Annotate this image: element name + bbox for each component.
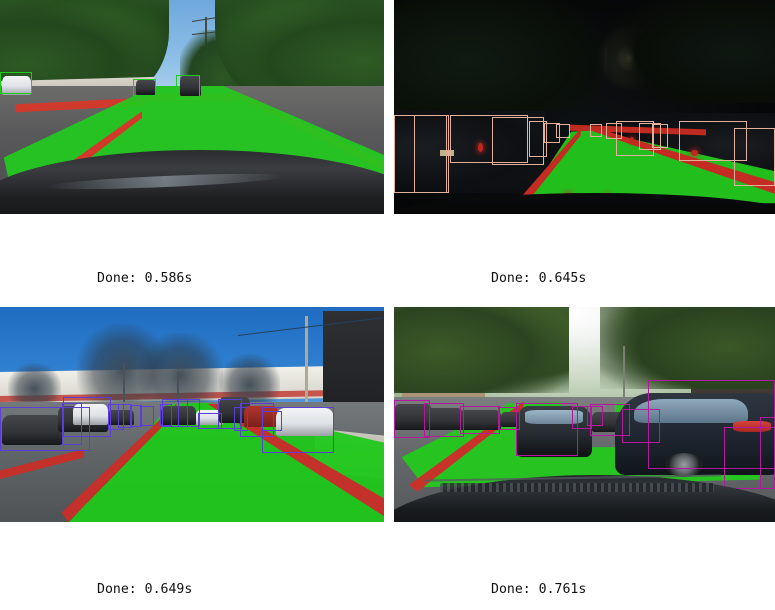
caption-row-done: Done: 0.761s bbox=[491, 580, 634, 601]
bbox-vehicle-13 bbox=[234, 407, 248, 431]
bbox-vehicle-1 bbox=[394, 400, 430, 438]
tree-canopy-right bbox=[607, 0, 775, 103]
ego-vehicle-hood bbox=[394, 192, 775, 214]
bbox-vehicle-4 bbox=[108, 404, 124, 430]
bbox-vehicle-5 bbox=[516, 403, 578, 456]
taillight-2 bbox=[630, 136, 635, 143]
bbox-vehicle-3 bbox=[460, 406, 500, 434]
bbox-vehicle-9 bbox=[622, 409, 660, 443]
bbox-vehicle-6 bbox=[130, 405, 142, 427]
caption-bottom-left: Done: 0.649s Inf: 0.4066s/frame Nms: 0.0… bbox=[97, 539, 248, 610]
bbox-vehicle-4 bbox=[498, 407, 520, 430]
caption-row-done: Done: 0.586s bbox=[97, 269, 248, 290]
bbox-vehicle-12 bbox=[724, 427, 775, 489]
vehicle-large-window bbox=[634, 399, 749, 424]
bbox-vehicle-7 bbox=[587, 406, 603, 426]
bare-tree-2 bbox=[138, 332, 223, 411]
scene-daytime-highway bbox=[0, 0, 384, 214]
done-value: 0.761s bbox=[538, 582, 587, 597]
done-value: 0.586s bbox=[144, 271, 193, 286]
bbox-vehicle-8 bbox=[590, 404, 630, 436]
scene-residential-street bbox=[394, 307, 775, 522]
bbox-vehicle-4 bbox=[492, 117, 544, 165]
bbox-vehicle-12 bbox=[652, 124, 668, 148]
scene-winter-street bbox=[0, 307, 384, 522]
hood-vent-grille bbox=[439, 483, 715, 492]
vehicle-silver-right bbox=[276, 408, 335, 436]
vehicle-white-left bbox=[1, 75, 31, 96]
vehicle-parked-left-2 bbox=[424, 408, 463, 430]
taillight-1 bbox=[477, 143, 483, 153]
bbox-vehicle-2 bbox=[133, 79, 156, 96]
scene-night-street bbox=[394, 0, 775, 214]
caption-bottom-right: Done: 0.761s Inf: 0.5020/frame Nms: 0.01… bbox=[491, 539, 634, 610]
dark-building-right bbox=[322, 311, 384, 411]
bbox-vehicle-11 bbox=[198, 413, 222, 429]
bbox-vehicle-3 bbox=[176, 75, 200, 99]
bbox-vehicle-3 bbox=[63, 397, 111, 437]
tree-canopy-left bbox=[394, 0, 604, 112]
utility-pole bbox=[305, 315, 309, 406]
taillight-3 bbox=[691, 149, 699, 156]
bbox-vehicle-7 bbox=[556, 124, 570, 138]
bbox-vehicle-10 bbox=[178, 399, 200, 427]
panel-top-right[interactable] bbox=[394, 0, 775, 214]
bbox-vehicle-8 bbox=[590, 124, 602, 137]
panel-bottom-right[interactable] bbox=[394, 307, 775, 522]
bbox-vehicle-2 bbox=[414, 115, 449, 193]
done-label: Done: bbox=[491, 271, 531, 286]
done-value: 0.649s bbox=[144, 582, 193, 597]
parked-vehicles-left bbox=[394, 111, 547, 193]
panel-bottom-left[interactable] bbox=[0, 307, 384, 522]
bbox-vehicle-6 bbox=[572, 406, 592, 429]
bbox-vehicle-3 bbox=[450, 115, 528, 163]
tree-canopy-left bbox=[394, 307, 570, 393]
street-sign-pole bbox=[622, 345, 625, 398]
bbox-vehicle-11 bbox=[639, 123, 661, 150]
bbox-vehicle-1 bbox=[0, 72, 32, 94]
bbox-vehicle-6 bbox=[544, 123, 560, 143]
bbox-vehicle-8 bbox=[160, 404, 172, 426]
done-label: Done: bbox=[97, 271, 137, 286]
bbox-vehicle-9 bbox=[162, 399, 188, 427]
bbox-vehicle-7 bbox=[140, 406, 154, 426]
ego-vehicle-hood bbox=[0, 149, 384, 214]
vehicle-ahead-center bbox=[179, 75, 202, 97]
done-label: Done: bbox=[491, 582, 531, 597]
vehicle-ahead-windshield bbox=[525, 410, 583, 425]
bbox-vehicle-12 bbox=[218, 399, 242, 429]
bbox-vehicle-13 bbox=[679, 121, 747, 161]
bbox-vehicle-5 bbox=[529, 121, 547, 157]
vehicle-parked-left-3 bbox=[107, 410, 135, 426]
done-value: 0.645s bbox=[538, 271, 587, 286]
caption-row-done: Done: 0.645s bbox=[491, 269, 642, 290]
bbox-vehicle-2 bbox=[62, 403, 82, 445]
vehicle-parked-left-1 bbox=[1, 414, 64, 445]
bbox-vehicle-2 bbox=[424, 403, 464, 437]
panel-top-left[interactable] bbox=[0, 0, 384, 214]
vehicle-ahead-left bbox=[136, 80, 157, 96]
bbox-vehicle-14 bbox=[240, 403, 274, 437]
tree-trunk-2 bbox=[176, 371, 179, 411]
bbox-vehicle-9 bbox=[606, 123, 622, 139]
bbox-vehicle-5 bbox=[118, 404, 132, 428]
tree-trunk-1 bbox=[122, 362, 125, 411]
vehicle-large-wheel bbox=[664, 453, 703, 477]
bbox-vehicle-1 bbox=[0, 407, 90, 451]
done-label: Done: bbox=[97, 582, 137, 597]
bbox-vehicle-16 bbox=[262, 407, 334, 453]
bbox-vehicle-10 bbox=[616, 121, 654, 156]
vehicle-large-taillight bbox=[733, 420, 772, 432]
bbox-vehicle-14 bbox=[734, 128, 775, 186]
caption-row-done: Done: 0.649s bbox=[97, 580, 248, 601]
tree-canopy-right bbox=[599, 307, 775, 389]
vehicle-parked-left-3 bbox=[458, 410, 501, 430]
